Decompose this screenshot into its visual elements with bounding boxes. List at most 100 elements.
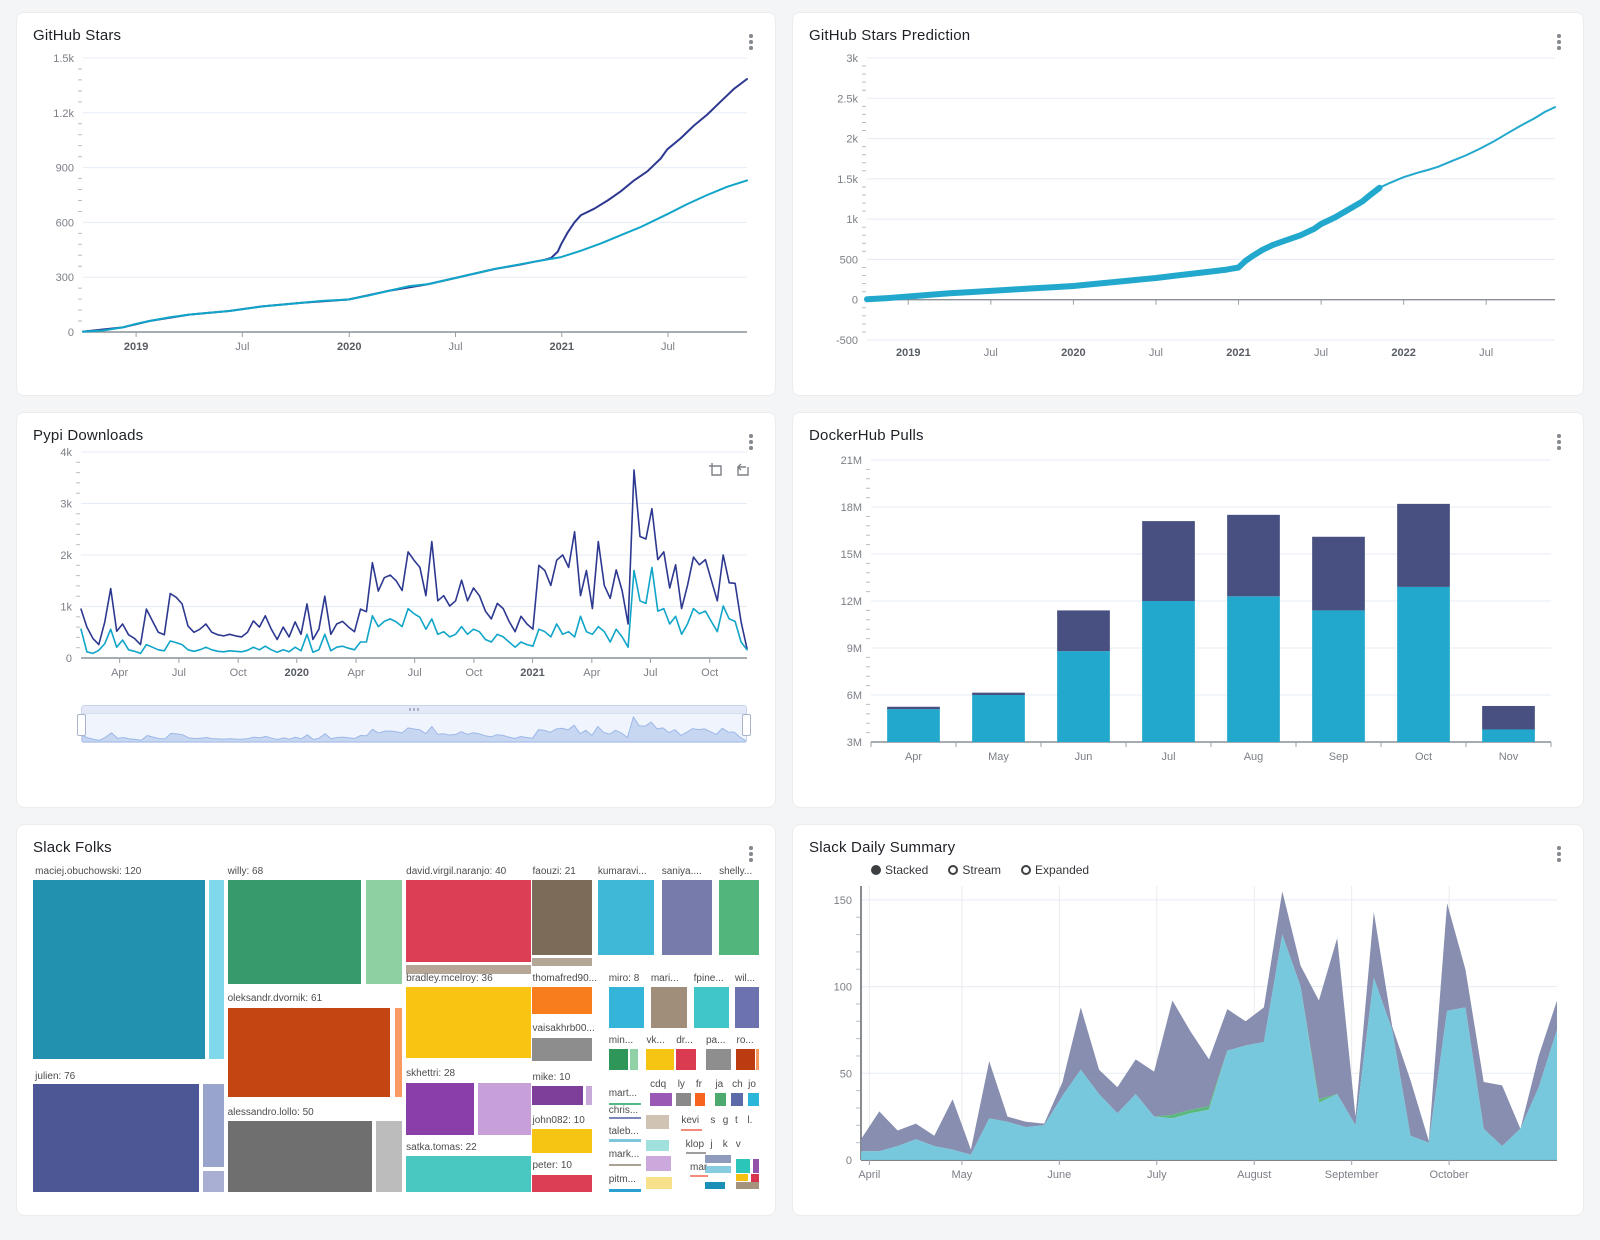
treemap-tile[interactable] [676,1049,696,1071]
svg-text:Jul: Jul [1161,751,1175,763]
treemap-tile[interactable] [532,1129,593,1154]
treemap-tile[interactable] [646,1049,675,1071]
treemap-tile[interactable] [706,1049,732,1071]
treemap-tile[interactable] [406,880,532,962]
treemap-tile[interactable] [406,1156,532,1192]
treemap-tile[interactable] [608,1139,642,1142]
treemap-tile[interactable] [394,1007,402,1097]
kebab-menu-icon[interactable] [1551,33,1567,51]
treemap-tile[interactable] [532,958,593,966]
treemap-tile[interactable] [705,1155,732,1164]
bar-pulls-cyan-Apr[interactable] [887,709,940,742]
treemap-tile[interactable] [629,1049,639,1071]
treemap-tile[interactable] [532,987,593,1014]
bar-pulls-navy-Sep[interactable] [1312,536,1365,611]
slack-folks-treemap: maciej.obuchowski: 120 julien: 76 willy: 6… [33,862,759,1192]
treemap-tile[interactable] [735,987,759,1028]
treemap-tile[interactable] [406,1082,474,1135]
treemap-tile[interactable] [202,1170,224,1192]
bar-pulls-navy-Nov[interactable] [1482,705,1535,730]
svg-text:Aug: Aug [1244,751,1264,763]
bar-pulls-navy-Apr[interactable] [887,706,940,710]
bar-pulls-cyan-Nov[interactable] [1482,729,1535,742]
treemap-tile[interactable] [736,1182,759,1190]
treemap-tile[interactable] [478,1082,532,1135]
treemap-tile[interactable] [681,1128,702,1131]
treemap-tile[interactable] [586,1086,592,1105]
kebab-menu-icon[interactable] [743,433,759,451]
treemap-tile[interactable] [532,1174,593,1192]
legend-item-stream[interactable]: Stream [948,863,1001,877]
treemap-tile[interactable] [532,1037,593,1062]
treemap-tile[interactable] [376,1121,402,1192]
treemap-tile[interactable] [719,880,759,956]
treemap-tile[interactable] [608,1049,628,1071]
treemap-tile[interactable] [227,1007,391,1097]
treemap-tile[interactable] [705,1166,732,1174]
restore-icon[interactable] [734,461,751,478]
datazoom-left-handle[interactable] [77,714,86,736]
bar-pulls-navy-Jul[interactable] [1142,521,1195,601]
bar-pulls-cyan-Sep[interactable] [1312,610,1365,742]
bar-pulls-cyan-Aug[interactable] [1227,596,1280,742]
treemap-tile[interactable] [365,880,402,985]
treemap-tile[interactable] [608,1102,642,1106]
treemap-tile[interactable] [532,880,593,956]
datazoom-slider[interactable] [77,705,751,743]
treemap-tile[interactable] [202,1084,224,1167]
kebab-menu-icon[interactable] [1551,433,1567,451]
treemap-tile[interactable] [685,1151,706,1155]
treemap-tile[interactable] [532,1086,584,1105]
treemap-tile[interactable] [753,1159,759,1174]
treemap-tile[interactable] [608,1116,642,1120]
treemap-tile[interactable] [597,880,655,956]
treemap-tile[interactable] [646,1177,672,1190]
treemap-tile[interactable] [209,880,224,1060]
treemap-tile[interactable] [695,1093,705,1106]
treemap-tile[interactable] [406,987,532,1059]
treemap-tile[interactable] [736,1174,749,1181]
treemap-tile[interactable] [406,964,532,975]
treemap-tile[interactable] [661,880,712,956]
kebab-menu-icon[interactable] [743,845,759,863]
bar-pulls-navy-Jun[interactable] [1057,610,1110,652]
treemap-tile[interactable] [608,987,645,1028]
treemap-label: oleksandr.dvornik: 61 [227,993,323,1005]
treemap-tile[interactable] [756,1049,759,1071]
treemap-tile[interactable] [714,1093,726,1106]
bar-pulls-cyan-Jul[interactable] [1142,601,1195,742]
bar-pulls-navy-Oct[interactable] [1397,503,1450,587]
treemap-tile[interactable] [608,1189,642,1192]
zoom-select-icon[interactable] [707,461,724,478]
treemap-tile[interactable] [751,1174,759,1186]
treemap-tile[interactable] [646,1156,672,1172]
treemap-tile[interactable] [676,1093,691,1106]
treemap-tile[interactable] [748,1093,759,1106]
treemap-tile[interactable] [646,1114,669,1129]
bar-pulls-cyan-May[interactable] [972,695,1025,742]
treemap-tile[interactable] [33,1084,199,1192]
treemap-tile[interactable] [227,1121,373,1192]
treemap-tile[interactable] [227,880,362,985]
legend-item-stacked[interactable]: Stacked [871,863,928,877]
treemap-tile[interactable] [690,1175,709,1178]
legend-item-expanded[interactable]: Expanded [1021,863,1089,877]
treemap-tile[interactable] [33,880,206,1060]
treemap-tile[interactable] [705,1182,725,1190]
kebab-menu-icon[interactable] [743,33,759,51]
bar-pulls-cyan-Jun[interactable] [1057,651,1110,742]
kebab-menu-icon[interactable] [1551,845,1567,863]
treemap-tile[interactable] [650,1093,672,1106]
bar-pulls-cyan-Oct[interactable] [1397,586,1450,742]
bar-pulls-navy-Aug[interactable] [1227,514,1280,597]
treemap-tile[interactable] [736,1049,755,1071]
treemap-tile[interactable] [731,1093,744,1106]
treemap-tile[interactable] [693,987,730,1028]
bar-pulls-navy-May[interactable] [972,692,1025,695]
treemap-tile[interactable] [736,1159,751,1174]
datazoom-right-handle[interactable] [742,714,751,736]
treemap-tile[interactable] [646,1139,669,1152]
treemap-tile[interactable] [650,987,688,1028]
treemap-tile[interactable] [608,1163,642,1167]
datazoom-grip[interactable] [82,706,746,714]
